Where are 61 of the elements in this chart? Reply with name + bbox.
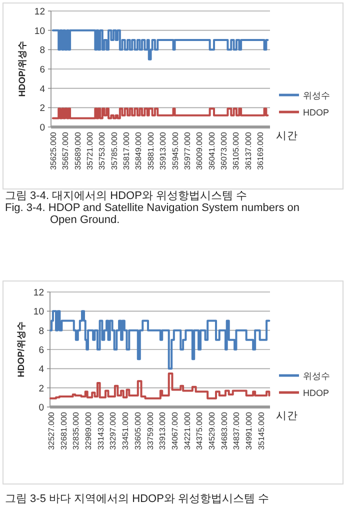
y-tick-label: 12 bbox=[33, 288, 44, 298]
x-tick-label: 32527.000 bbox=[46, 411, 56, 450]
x-tick-label: 35913.000 bbox=[158, 131, 168, 170]
x-tick-label: 36169.000 bbox=[256, 131, 266, 170]
y-tick-label: 10 bbox=[34, 26, 45, 37]
y-tick-label: 0 bbox=[40, 122, 45, 134]
x-tick-label: 32681.000 bbox=[59, 411, 68, 450]
legend-label: 위성수 bbox=[303, 371, 330, 381]
legend-label: 위성수 bbox=[303, 90, 330, 100]
x-tick-label: 36041.000 bbox=[207, 131, 216, 170]
x-tick-label: 35945.000 bbox=[170, 131, 180, 170]
x-tick-label: 35145.000 bbox=[256, 411, 266, 450]
y-tick-label: 12 bbox=[34, 6, 45, 18]
x-tick-label: 33297.000 bbox=[108, 411, 118, 450]
x-tick-label: 33143.000 bbox=[96, 411, 106, 450]
y-tick-label: 8 bbox=[40, 45, 45, 56]
x-tick-label: 35657.000 bbox=[61, 131, 70, 170]
x-tick-label: 35881.000 bbox=[146, 131, 156, 170]
x-tick-label: 34837.000 bbox=[232, 411, 242, 450]
x-tick-label: 35689.000 bbox=[73, 131, 82, 170]
x-tick-label: 35721.000 bbox=[85, 131, 94, 170]
x-tick-label: 33451.000 bbox=[121, 411, 130, 450]
y-tick-label: 10 bbox=[33, 306, 44, 318]
x-tick-label: 33605.000 bbox=[133, 411, 142, 450]
x-tick-label: 32989.000 bbox=[84, 411, 94, 450]
y-tick-label: 8 bbox=[38, 326, 44, 337]
x-tick-label: 34683.000 bbox=[220, 411, 229, 450]
y-tick-label: 6 bbox=[40, 64, 45, 76]
x-axis-title: 시간 bbox=[276, 130, 298, 142]
x-tick-label: 32835.000 bbox=[72, 411, 81, 450]
y-tick-label: 2 bbox=[38, 383, 44, 394]
x-tick-label: 36137.000 bbox=[244, 131, 253, 170]
x-tick-label: 33913.000 bbox=[158, 411, 168, 450]
x-tick-label: 34991.000 bbox=[244, 411, 254, 450]
y-tick-label: 0 bbox=[38, 402, 44, 414]
x-tick-label: 34067.000 bbox=[170, 411, 180, 450]
legend-label: HDOP bbox=[303, 388, 330, 398]
y-axis-title: HDOP/위성수 bbox=[16, 322, 26, 378]
x-tick-label: 36073.000 bbox=[220, 131, 229, 170]
y-tick-label: 4 bbox=[40, 84, 45, 95]
x-tick-label: 33759.000 bbox=[146, 411, 155, 450]
x-tick-label: 34529.000 bbox=[208, 411, 217, 450]
x-tick-label: 35753.000 bbox=[98, 131, 107, 170]
x-tick-label: 35977.000 bbox=[182, 131, 192, 170]
y-tick-label: 4 bbox=[38, 364, 44, 376]
x-tick-label: 35785.000 bbox=[110, 131, 119, 170]
x-tick-label: 36009.000 bbox=[195, 131, 204, 170]
legend-label: HDOP bbox=[303, 108, 330, 118]
y-tick-label: 2 bbox=[40, 103, 45, 114]
caption: 그림 3-4. 대지에서의 HDOP와 위성항법시스템 수 bbox=[5, 190, 248, 202]
x-axis-title: 시간 bbox=[276, 410, 298, 422]
x-tick-label: 35625.000 bbox=[48, 131, 58, 170]
x-tick-label: 36105.000 bbox=[232, 131, 241, 170]
x-tick-label: 34375.000 bbox=[195, 411, 204, 450]
x-tick-label: 35817.000 bbox=[122, 131, 132, 170]
x-tick-label: 35849.000 bbox=[134, 131, 144, 170]
y-tick-label: 6 bbox=[38, 345, 44, 356]
caption: Fig. 3-4. HDOP and Satellite Navigation System numbers on Open Ground. bbox=[5, 202, 300, 226]
caption: 그림 3-5 바다 지역에서의 HDOP와 위성항법시스템 수 bbox=[5, 493, 270, 505]
y-axis-title: HDOP/위성수 bbox=[17, 41, 27, 97]
x-tick-label: 34221.000 bbox=[182, 411, 192, 450]
